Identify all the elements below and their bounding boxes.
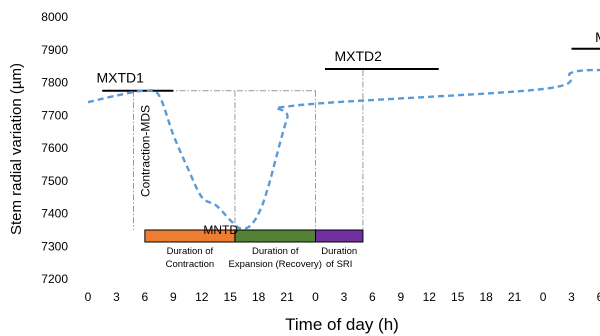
x-tick-label: 12 [195, 290, 209, 304]
x-tick-label: 0 [312, 290, 319, 304]
x-tick-label: 6 [597, 290, 600, 304]
annotation-labels: MXTD1 MXTD2 MXTD3 MNTD Contraction-MDS [97, 29, 600, 237]
x-axis-title: Time of day (h) [285, 315, 399, 334]
x-tick-label: 3 [568, 290, 575, 304]
y-tick-label: 7900 [41, 43, 68, 57]
x-tick-label: 3 [341, 290, 348, 304]
phase-bar-2-label-line1: Duration of [252, 246, 299, 257]
phase-bar-3-label-line1: Duration [321, 246, 357, 257]
x-tick-label: 6 [369, 290, 376, 304]
guide-lines [133, 70, 364, 230]
x-tick-label: 18 [479, 290, 493, 304]
x-tick-label: 21 [508, 290, 522, 304]
y-tick-label: 8000 [41, 10, 68, 24]
contraction-mds-label: Contraction-MDS [139, 105, 153, 197]
y-tick-label: 7500 [41, 174, 68, 188]
x-tick-label: 12 [423, 290, 437, 304]
x-tick-label: 15 [224, 290, 238, 304]
x-tick-label: 15 [451, 290, 465, 304]
y-tick-label: 7600 [41, 141, 68, 155]
phase-bar-2 [234, 229, 317, 243]
x-tick-label: 9 [170, 290, 177, 304]
phase-bar-2-label-line2: Expansion (Recovery) [228, 259, 321, 270]
x-tick-label: 6 [142, 290, 149, 304]
y-tick-label: 7800 [41, 76, 68, 90]
y-axis-ticks: 7200 7300 7400 7500 7600 7700 7800 7900 8000 [41, 10, 68, 286]
phase-duration-bars: Duration of Contraction Duration of Expansi… [144, 229, 364, 270]
y-tick-label: 7300 [41, 239, 68, 253]
phase-bar-3 [315, 229, 364, 243]
mxtd3-label: MXTD3 [595, 29, 600, 45]
series-line [87, 68, 600, 231]
x-tick-label: 9 [397, 290, 404, 304]
phase-bar-1-label-line2: Contraction [166, 259, 215, 270]
x-tick-label: 3 [113, 290, 120, 304]
y-axis-title: Stem radial variation (µm) [8, 63, 25, 235]
x-tick-label: 18 [252, 290, 266, 304]
mntd-label: MNTD [203, 223, 238, 237]
phase-bar-1-label-line1: Duration of [167, 246, 214, 257]
mxtd2-label: MXTD2 [334, 48, 382, 64]
mxtd1-label: MXTD1 [97, 70, 145, 86]
y-tick-label: 7200 [41, 272, 68, 286]
x-axis-ticks: 0369121518210369121518210369 [85, 290, 600, 304]
y-tick-label: 7700 [41, 108, 68, 122]
phase-bar-3-label-line2: of SRI [326, 259, 352, 270]
x-tick-label: 21 [280, 290, 294, 304]
x-tick-label: 0 [540, 290, 547, 304]
y-tick-label: 7400 [41, 207, 68, 221]
x-tick-label: 0 [85, 290, 92, 304]
